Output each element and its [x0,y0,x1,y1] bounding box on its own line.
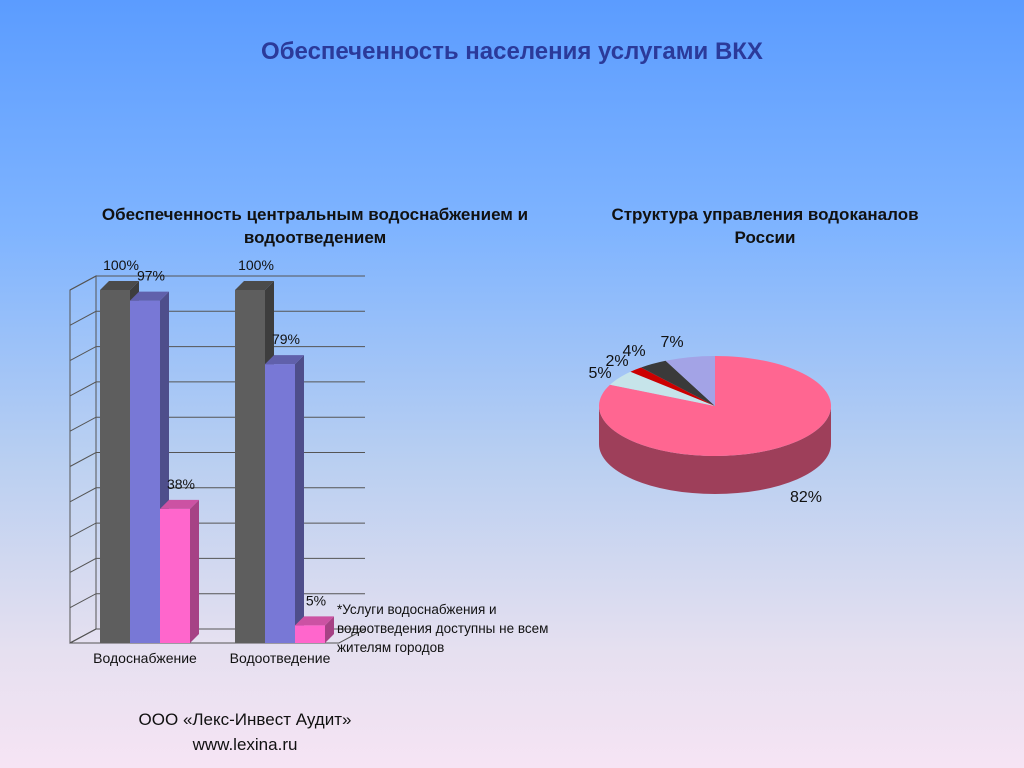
bar [235,290,265,643]
pie-chart-title: Структура управления водоканалов России [611,205,919,247]
pie-label: 82% [790,489,822,506]
page-title: Обеспеченность населения услугами ВКХ [261,38,763,65]
gridline [69,346,365,362]
company-name: ООО «Лекс-Инвест Аудит» [138,710,352,729]
pie-slice-side [599,406,831,494]
pie-slice [630,367,715,406]
website-url: www.lexina.ru [192,735,298,754]
gridline [69,310,365,326]
gridline [69,275,365,291]
data-label: 100% [103,257,139,273]
bar [100,290,130,643]
bar-top [295,616,334,626]
footer: ООО «Лекс-Инвест Аудит» www.lexina.ru [100,707,390,757]
bar-side [325,616,334,643]
category-label: Водоотведение [230,650,331,666]
data-label: 5% [306,592,326,608]
bar [130,300,160,643]
bar-side [190,499,199,643]
bar [265,364,295,643]
data-label: 100% [238,257,274,273]
pie-label: 4% [622,343,645,360]
bar-top [100,281,139,290]
data-label: 38% [167,476,195,492]
bar-top [160,499,199,509]
pie-slice [641,360,715,406]
pie-slice [665,356,715,406]
data-label: 79% [272,331,300,347]
bar [295,625,325,643]
bar-top [265,355,304,365]
category-label: Водоснабжение [93,650,197,666]
pie-label: 7% [660,334,683,351]
bar [160,508,190,643]
bar-top [130,291,169,301]
bar-chart-title: Обеспеченность центральным водоснабжение… [101,205,529,247]
footnote: *Услуги водоснабжения и водоотведения до… [337,602,549,655]
pie-label: 2% [605,353,628,370]
bar-side [295,355,304,643]
pie-label: 5% [588,365,611,382]
pie-slice [610,371,715,406]
bar-top [235,281,274,290]
data-label: 97% [137,268,165,284]
